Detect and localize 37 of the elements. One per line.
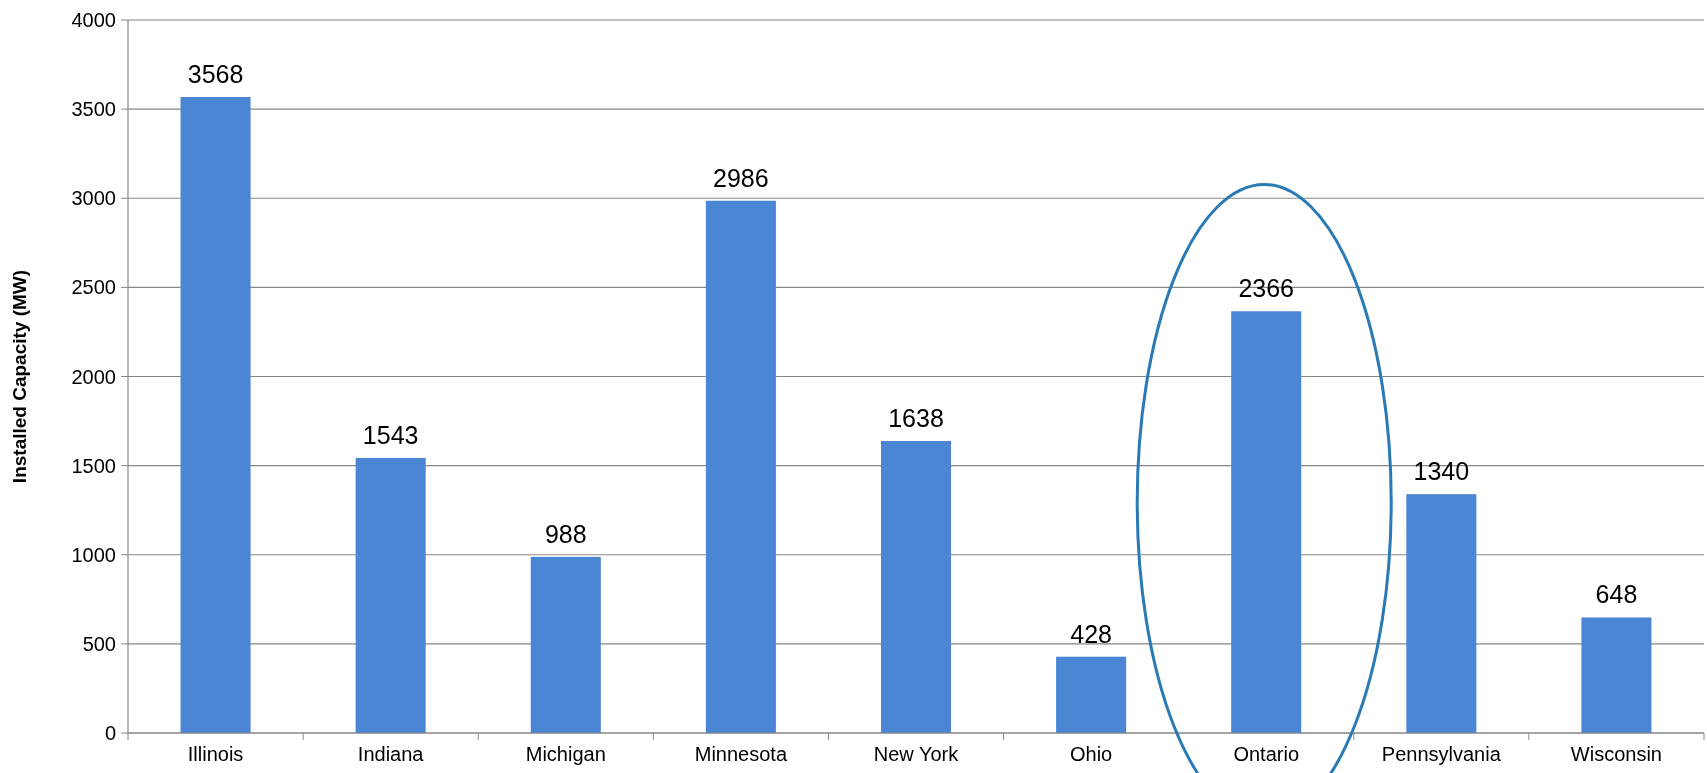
x-tick-label: Michigan [525,743,606,765]
bar [530,556,601,733]
bar [355,457,426,733]
data-label: 1340 [1413,457,1470,486]
bar [880,441,952,733]
y-tick-label: 3500 [71,98,116,121]
x-tick-label: Illinois [187,743,244,765]
bar [180,97,251,733]
data-label: 988 [544,519,587,548]
x-tick-label: Ohio [1069,743,1113,765]
y-tick-label: 500 [82,632,116,655]
x-tick-label: Indiana [357,743,425,765]
x-tick-label: New York [873,743,960,765]
data-label: 1638 [888,404,944,433]
y-tick-label: 3000 [71,187,116,210]
bar [1581,617,1652,733]
data-label: 428 [1070,619,1112,648]
y-tick-label: 2500 [71,276,116,299]
bar [1056,656,1127,733]
data-label: 3568 [187,60,244,88]
bar [1406,494,1477,733]
x-tick-label: Ontario [1233,743,1300,765]
data-label: 1543 [362,420,419,449]
y-tick-label: 0 [104,722,116,744]
data-label: 2366 [1238,274,1295,303]
y-axis-title: Installed Capacity (MW) [9,269,30,484]
x-tick-label: Pennsylvania [1381,743,1502,765]
y-tick-label: 2000 [71,365,116,388]
y-tick-label: 1500 [71,454,116,477]
data-label: 2986 [713,163,769,192]
x-tick-label: Minnesota [694,743,788,765]
y-tick-label: 1000 [71,543,116,566]
y-tick-label: 4000 [71,9,116,31]
data-label: 648 [1595,580,1638,609]
x-tick-label: Wisconsin [1570,743,1663,765]
bar [1231,311,1302,733]
bar [705,200,776,733]
